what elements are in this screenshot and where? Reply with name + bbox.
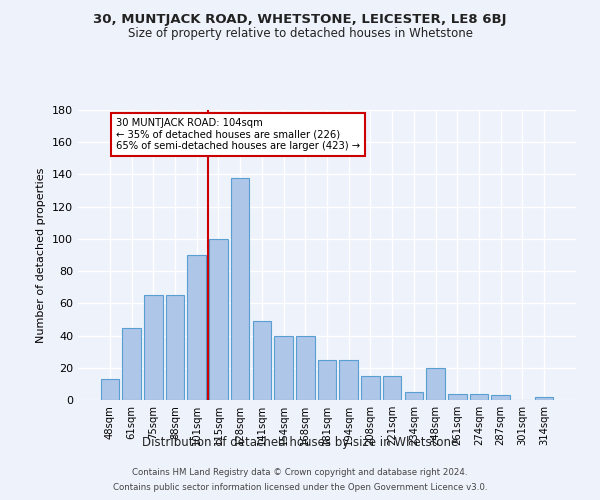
Text: Contains HM Land Registry data © Crown copyright and database right 2024.: Contains HM Land Registry data © Crown c… [132, 468, 468, 477]
Bar [231, 178, 250, 400]
Text: Contains public sector information licensed under the Open Government Licence v3: Contains public sector information licen… [113, 483, 487, 492]
Bar [253, 321, 271, 400]
Bar [383, 376, 401, 400]
Bar [296, 336, 314, 400]
Bar [122, 328, 141, 400]
Bar [470, 394, 488, 400]
Bar [491, 395, 510, 400]
Bar [274, 336, 293, 400]
Bar [361, 376, 380, 400]
Y-axis label: Number of detached properties: Number of detached properties [37, 168, 46, 342]
Bar [535, 397, 553, 400]
Bar [166, 296, 184, 400]
Text: 30 MUNTJACK ROAD: 104sqm
← 35% of detached houses are smaller (226)
65% of semi-: 30 MUNTJACK ROAD: 104sqm ← 35% of detach… [116, 118, 360, 152]
Bar [404, 392, 423, 400]
Bar [427, 368, 445, 400]
Bar [144, 296, 163, 400]
Bar [448, 394, 467, 400]
Bar [318, 360, 336, 400]
Bar [187, 255, 206, 400]
Text: Size of property relative to detached houses in Whetstone: Size of property relative to detached ho… [128, 28, 473, 40]
Bar [209, 239, 227, 400]
Text: 30, MUNTJACK ROAD, WHETSTONE, LEICESTER, LE8 6BJ: 30, MUNTJACK ROAD, WHETSTONE, LEICESTER,… [93, 12, 507, 26]
Bar [101, 379, 119, 400]
Bar [340, 360, 358, 400]
Text: Distribution of detached houses by size in Whetstone: Distribution of detached houses by size … [142, 436, 458, 449]
